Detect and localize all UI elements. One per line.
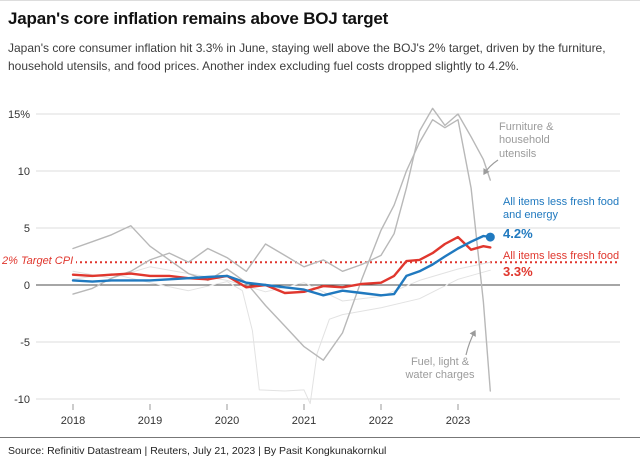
x-tick-label-2019: 2019: [138, 415, 162, 426]
y-tick-label-0: 0: [24, 280, 30, 292]
x-tick-label-2022: 2022: [369, 415, 393, 426]
y-tick-label-5: 5: [24, 223, 30, 235]
series-all-items-less-fresh-food-and-energy: [71, 234, 492, 297]
value-all-items-less-fresh-food-and-energy: 4.2%: [503, 226, 533, 241]
series-all-items-less-fresh-food: [71, 235, 492, 295]
series-end-dot-all-items-less-fresh-food-and-energy: [485, 232, 495, 242]
x-tick-label-2020: 2020: [215, 415, 239, 426]
x-tick-label-2023: 2023: [446, 415, 470, 426]
series-fuel-light-water-charges: [72, 119, 491, 392]
annotation-fuel-light-water: Fuel, light & water charges: [405, 356, 475, 382]
inflation-line-chart: 15% 10 5 0 -5 -10 2018 2019 2020 2021 2022 2023: [8, 107, 620, 426]
page-subtitle: Japan's core consumer inflation hit 3.3%…: [8, 41, 606, 73]
x-tick-label-2021: 2021: [292, 415, 316, 426]
series-furniture-household-utensils: [72, 107, 491, 295]
series-unlabeled-component-a: [72, 269, 491, 405]
value-all-items-less-fresh-food: 3.3%: [503, 264, 533, 279]
annotation-all-items-less-fresh-food: All items less fresh food: [503, 250, 620, 262]
source-line: Source: Refinitiv Datastream | Reuters, …: [0, 437, 640, 464]
y-tick-label-15: 15%: [8, 109, 30, 121]
target-cpi-label: 2% Target CPI: [2, 255, 77, 267]
page-title: Japan's core inflation remains above BOJ…: [8, 9, 389, 28]
y-tick-label-5: -5: [20, 337, 30, 349]
fuel-arrow-icon: [465, 329, 476, 356]
x-tick-label-2018: 2018: [61, 415, 85, 426]
furniture-arrow-icon: [483, 159, 499, 176]
annotation-all-items-less-fresh-food-and-energy: All items less fresh food and energy: [503, 196, 620, 222]
y-tick-label-10: 10: [18, 166, 30, 178]
annotation-furniture-household-utensils: Furniture & household utensils: [499, 121, 554, 160]
y-tick-label-10: -10: [14, 394, 30, 406]
